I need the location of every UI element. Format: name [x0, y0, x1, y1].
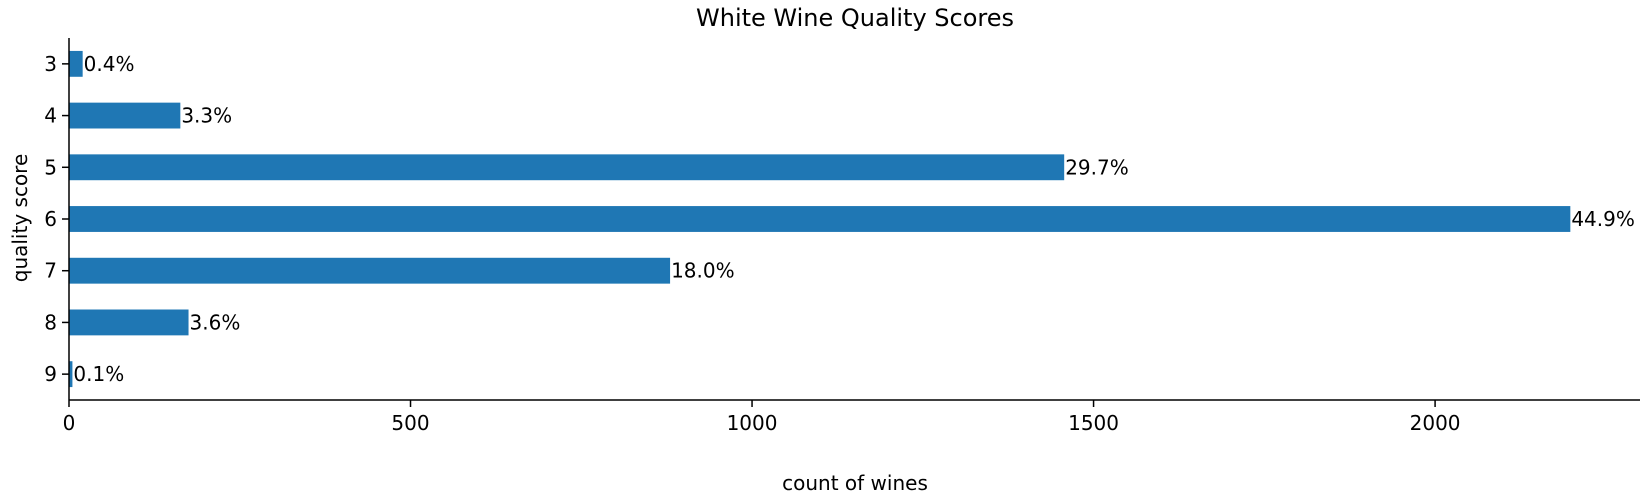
data-label-8: 3.6%: [190, 310, 241, 334]
bar-8: [69, 309, 189, 336]
x-tick-label-500: 500: [391, 411, 429, 435]
data-label-3: 0.4%: [84, 52, 135, 76]
y-axis-label: quality score: [8, 154, 32, 283]
x-ticks-group: 0 500 1000 1500 2000: [63, 400, 1461, 435]
bar-5: [69, 154, 1065, 181]
data-label-5: 29.7%: [1065, 155, 1129, 179]
x-tick-label-2000: 2000: [1410, 411, 1461, 435]
bar-4: [69, 102, 181, 129]
data-label-6: 44.9%: [1571, 207, 1635, 231]
y-ticks-group: 3 4 5 6 7 8 9: [44, 52, 69, 386]
x-axis-label: count of wines: [782, 471, 928, 495]
chart-title: White Wine Quality Scores: [696, 4, 1014, 32]
x-tick-label-1500: 1500: [1068, 411, 1119, 435]
bar-9: [69, 361, 73, 388]
data-labels-group: 0.4% 3.3% 29.7% 44.9% 18.0% 3.6% 0.1%: [73, 52, 1634, 386]
x-tick-label-1000: 1000: [727, 411, 778, 435]
bars-group: [69, 50, 1571, 388]
y-tick-label-6: 6: [44, 207, 57, 231]
bar-6: [69, 206, 1571, 232]
y-tick-label-9: 9: [44, 362, 57, 386]
x-tick-label-0: 0: [63, 411, 76, 435]
data-label-4: 3.3%: [181, 104, 232, 128]
data-label-7: 18.0%: [671, 259, 735, 283]
y-tick-label-3: 3: [44, 52, 57, 76]
bar-3: [69, 50, 83, 77]
y-tick-label-5: 5: [44, 155, 57, 179]
bar-7: [69, 257, 671, 284]
y-tick-label-8: 8: [44, 310, 57, 334]
y-tick-label-7: 7: [44, 259, 57, 283]
y-tick-label-4: 4: [44, 104, 57, 128]
data-label-9: 0.1%: [73, 362, 124, 386]
